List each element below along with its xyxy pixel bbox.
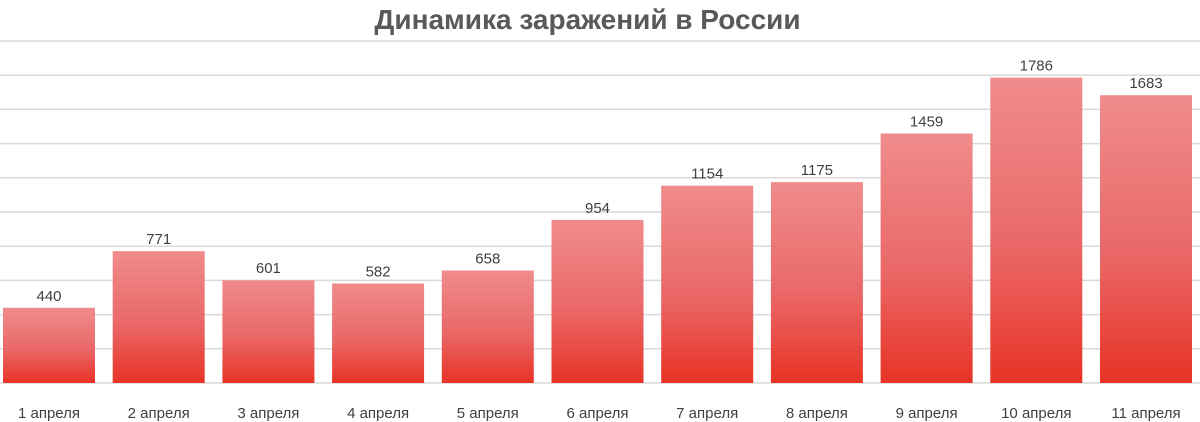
data-label: 601 — [256, 260, 281, 277]
bar — [551, 219, 644, 383]
category-label: 6 апреля — [566, 405, 628, 422]
bar — [441, 270, 534, 383]
bar — [770, 182, 863, 383]
category-label: 1 апреля — [18, 405, 80, 422]
bar — [112, 251, 205, 383]
category-label: 4 апреля — [347, 405, 409, 422]
data-label: 1459 — [910, 114, 943, 131]
data-label: 582 — [366, 263, 391, 280]
category-label: 9 апреля — [896, 405, 958, 422]
bar — [661, 185, 754, 383]
bar — [222, 280, 315, 383]
data-label: 1683 — [1129, 75, 1162, 92]
bar — [990, 77, 1083, 384]
data-label: 1786 — [1020, 58, 1053, 75]
chart-title: Динамика заражений в России — [374, 4, 801, 35]
bars — [3, 77, 1192, 384]
data-label: 954 — [585, 200, 610, 217]
category-label: 10 апреля — [1001, 405, 1071, 422]
category-label: 3 апреля — [237, 405, 299, 422]
data-label: 771 — [146, 231, 171, 248]
data-label: 1175 — [801, 162, 833, 179]
category-labels: 1 апреля 2 апреля 3 апреля 4 апреля 5 апреля… — [18, 405, 1181, 422]
bar — [880, 133, 973, 383]
bar — [3, 307, 95, 383]
data-label: 440 — [36, 288, 61, 305]
category-label: 11 апреля — [1111, 405, 1180, 422]
category-label: 8 апреля — [786, 405, 848, 422]
bar — [332, 283, 425, 383]
category-label: 7 апреля — [676, 405, 738, 422]
data-label: 1154 — [691, 166, 723, 183]
category-label: 2 апреля — [128, 405, 190, 422]
data-label: 658 — [475, 250, 500, 267]
bar — [1100, 95, 1192, 383]
category-label: 5 апреля — [457, 405, 519, 422]
value-labels: 440 771 601 582 658 954 1154 1175 1459 1786 1683 — [36, 58, 1162, 305]
